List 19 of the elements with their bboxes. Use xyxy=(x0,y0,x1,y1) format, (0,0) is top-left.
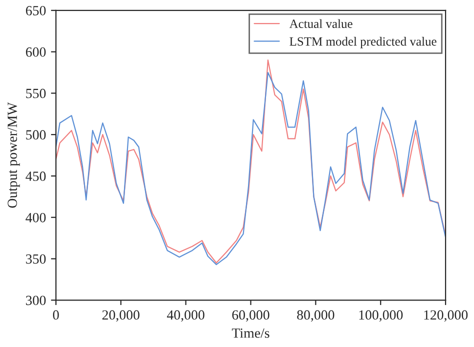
y-tick-label: 550 xyxy=(26,88,46,98)
y-tick-label: 350 xyxy=(26,254,46,264)
x-tick-label: 40,000 xyxy=(166,310,204,322)
y-tick-label: 500 xyxy=(26,130,46,140)
x-tick-label: 100,000 xyxy=(359,310,403,322)
y-axis-title: Output power/MW xyxy=(8,102,20,208)
y-tick-label: 450 xyxy=(26,172,46,181)
x-tick-label: 60,000 xyxy=(232,310,270,322)
legend-label: Actual value xyxy=(289,19,352,28)
x-tick-label: 120,000 xyxy=(424,310,468,322)
x-tick-label: 0 xyxy=(52,310,59,320)
x-tick-label: 80,000 xyxy=(297,310,334,322)
x-tick-label: 20,000 xyxy=(102,310,140,322)
y-tick-label: 650 xyxy=(26,6,46,16)
y-tick-label: 600 xyxy=(26,47,46,57)
legend-label: LSTM model predicted value xyxy=(290,36,436,48)
x-axis-title: Time/s xyxy=(232,328,270,338)
y-tick-label: 300 xyxy=(26,296,46,306)
y-tick-label: 400 xyxy=(26,212,46,222)
